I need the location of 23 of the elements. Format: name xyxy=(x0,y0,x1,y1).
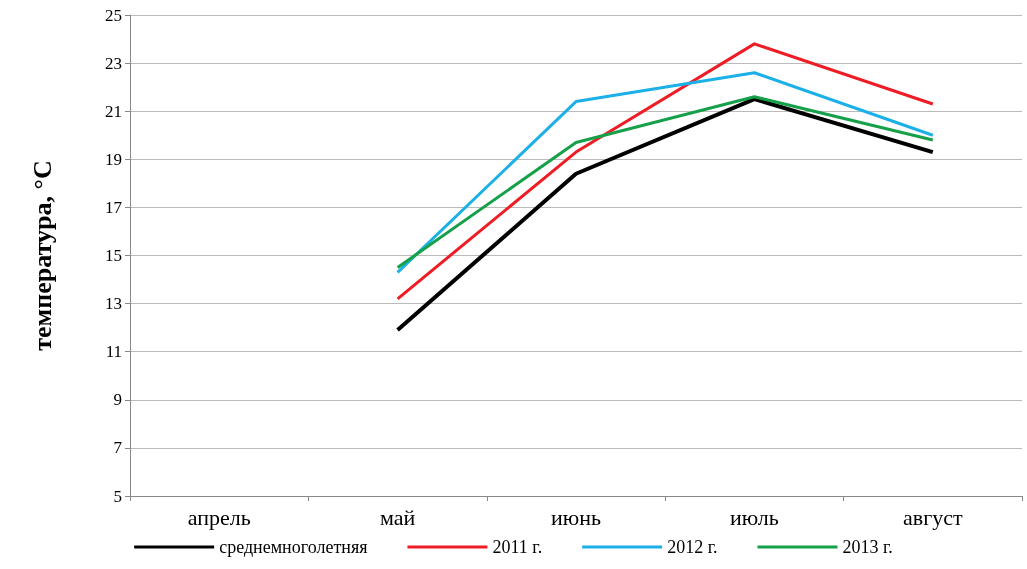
y-tick-label: 7 xyxy=(113,438,123,458)
y-tick-label: 25 xyxy=(105,5,122,25)
legend-label: среднемноголетняя xyxy=(219,537,368,557)
x-tick-label: август xyxy=(903,504,963,530)
legend-label: 2011 г. xyxy=(492,537,543,557)
y-axis-title: температура, °C xyxy=(27,160,57,351)
line-series xyxy=(395,97,935,333)
y-tick-label: 19 xyxy=(105,149,122,169)
legend-label: 2012 г. xyxy=(667,537,718,557)
y-tick-label: 9 xyxy=(113,390,122,410)
legend-label: 2013 г. xyxy=(842,537,893,557)
y-tick-label: 5 xyxy=(113,486,122,506)
y-tick-label: 21 xyxy=(105,101,122,121)
x-tick-label: апрель xyxy=(187,504,251,530)
line-series xyxy=(396,42,935,301)
x-tick-label: июль xyxy=(730,504,779,530)
x-tick-label: май xyxy=(379,504,416,530)
y-tick-label: 15 xyxy=(105,246,122,265)
y-tick-label: 23 xyxy=(105,53,122,73)
y-tick-label: 13 xyxy=(105,294,122,314)
y-tick-label: 11 xyxy=(105,342,122,362)
x-tick-label: июнь xyxy=(550,504,602,530)
y-tick-label: 17 xyxy=(105,197,123,217)
